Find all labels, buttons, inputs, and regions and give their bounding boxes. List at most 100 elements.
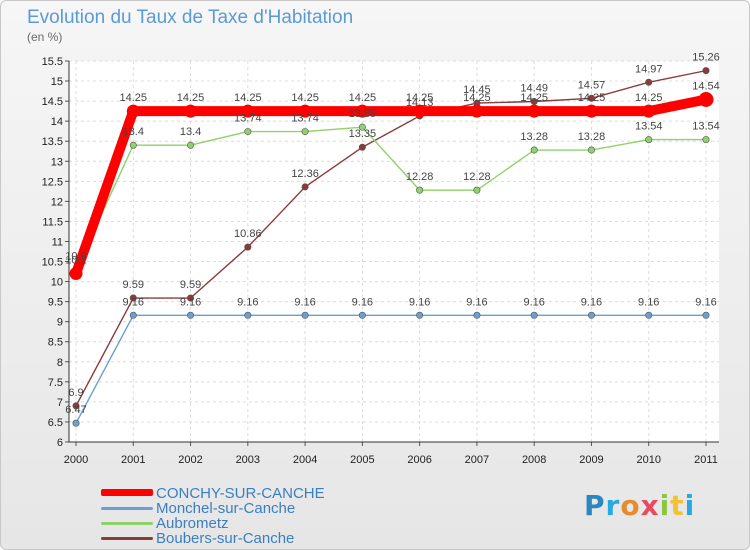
data-point-conchy (642, 104, 656, 118)
legend-swatch-conchy (101, 489, 153, 496)
data-point-monchel (530, 311, 538, 319)
data-point-monchel (645, 311, 653, 319)
data-label-boubers: 13.35 (349, 128, 377, 140)
data-point-monchel (72, 419, 80, 427)
chart-title: Evolution du Taux de Taxe d'Habitation (27, 7, 354, 28)
y-tick-label: 11 (52, 236, 63, 248)
x-tick-label: 2011 (694, 454, 718, 466)
x-tick-label: 2006 (407, 454, 431, 466)
y-tick-label: 15 (51, 76, 63, 88)
data-label-aubrometz: 12.28 (463, 171, 491, 183)
legend-label-conchy: CONCHY-SUR-CANCHE (156, 485, 325, 502)
data-point-monchel (587, 311, 595, 319)
data-label-boubers: 14.13 (406, 97, 434, 109)
data-label-boubers: 12.36 (291, 168, 319, 180)
data-label-conchy: 14.25 (406, 92, 434, 104)
data-label-conchy: 14.25 (635, 92, 663, 104)
data-point-monchel (702, 311, 710, 319)
data-point-aubrometz (645, 136, 653, 144)
y-tick-label: 7.5 (48, 377, 63, 389)
data-point-aubrometz (129, 141, 137, 149)
y-tick-label: 13.5 (42, 136, 63, 148)
data-label-boubers: 14.49 (520, 83, 548, 95)
data-point-aubrometz (530, 146, 538, 154)
data-point-boubers (702, 67, 710, 75)
data-label-aubrometz: 13.74 (291, 113, 319, 125)
data-label-aubrometz: 13.4 (123, 126, 144, 138)
x-tick-label: 2009 (579, 454, 603, 466)
data-label-monchel: 9.16 (237, 296, 258, 308)
data-point-conchy (527, 104, 541, 118)
data-point-boubers (72, 402, 80, 410)
y-tick-label: 14.5 (42, 96, 63, 108)
data-label-conchy: 14.25 (291, 92, 319, 104)
data-point-monchel (358, 311, 366, 319)
y-tick-label: 8 (57, 357, 63, 369)
data-label-conchy: 14.25 (177, 92, 205, 104)
data-label-aubrometz: 13.28 (520, 131, 548, 143)
data-label-monchel: 9.16 (638, 296, 659, 308)
data-point-conchy (355, 104, 369, 118)
data-labels-layer: 10.214.25 14.25 14.25 14.25 14.25 14.25 14.25 1… (65, 52, 719, 417)
data-label-aubrometz: 12.28 (406, 171, 434, 183)
data-label-monchel: 9.16 (695, 296, 716, 308)
data-point-boubers (129, 294, 137, 302)
data-point-aubrometz (473, 186, 481, 194)
data-label-aubrometz: 10.3 (65, 251, 86, 263)
data-point-aubrometz (702, 136, 710, 144)
x-tick-label: 2010 (636, 454, 660, 466)
series-line-aubrometz (75, 126, 707, 271)
data-point-monchel (129, 311, 137, 319)
legend-swatch-aubrometz (101, 522, 153, 525)
data-label-aubrometz: 13.54 (692, 121, 720, 133)
legend-label-monchel: Monchel-sur-Canche (156, 500, 296, 517)
data-point-monchel (301, 311, 309, 319)
data-label-boubers: 9.59 (180, 279, 201, 291)
series-line-conchy (71, 94, 711, 279)
y-tick-label: 8.5 (48, 337, 63, 349)
legend-swatch-monchel (101, 507, 153, 510)
y-tick-label: 11.5 (42, 216, 63, 228)
x-tick-label: 2003 (236, 454, 260, 466)
y-tick-label: 7 (57, 397, 63, 409)
data-label-conchy: 14.25 (520, 92, 548, 104)
x-tick-label: 2002 (178, 454, 202, 466)
grid-layer (69, 60, 719, 443)
proxiti-logo: Proxiti (584, 489, 696, 522)
y-tick-label: 14 (51, 116, 63, 128)
series-layer (69, 67, 714, 427)
y-tick-label: 9.5 (48, 297, 63, 309)
x-tick-label: 2000 (64, 454, 88, 466)
data-label-boubers: 10.86 (234, 228, 262, 240)
y-tick-label: 10.5 (42, 257, 63, 269)
data-point-conchy (698, 92, 714, 108)
data-label-monchel: 9.16 (523, 296, 544, 308)
data-label-monchel: 9.16 (466, 296, 487, 308)
data-point-boubers (301, 183, 309, 191)
data-point-aubrometz (244, 128, 252, 136)
data-point-boubers (187, 294, 195, 302)
data-label-boubers: 14.57 (578, 79, 606, 91)
data-label-boubers: 14.97 (635, 63, 663, 75)
y-tick-label: 10 (51, 277, 63, 289)
data-point-conchy (470, 104, 484, 118)
y-tick-label: 12 (51, 196, 63, 208)
legend-swatch-boubers (101, 537, 153, 540)
data-point-monchel (473, 311, 481, 319)
data-point-conchy (413, 104, 427, 118)
y-tick-label: 6.5 (48, 417, 63, 429)
data-label-boubers: 14.45 (463, 84, 491, 96)
x-tick-label: 2008 (522, 454, 546, 466)
x-tick-label: 2001 (121, 454, 145, 466)
data-label-conchy: 14.25 (463, 92, 491, 104)
x-tick-label: 2004 (293, 454, 317, 466)
data-point-boubers (645, 78, 653, 86)
data-label-boubers: 6.9 (68, 387, 83, 399)
y-tick-label: 6 (57, 437, 63, 449)
legend-label-aubrometz: Aubrometz (156, 515, 229, 532)
plot-area (69, 61, 719, 442)
legend-label-boubers: Boubers-sur-Canche (156, 530, 295, 547)
data-point-monchel (244, 311, 252, 319)
